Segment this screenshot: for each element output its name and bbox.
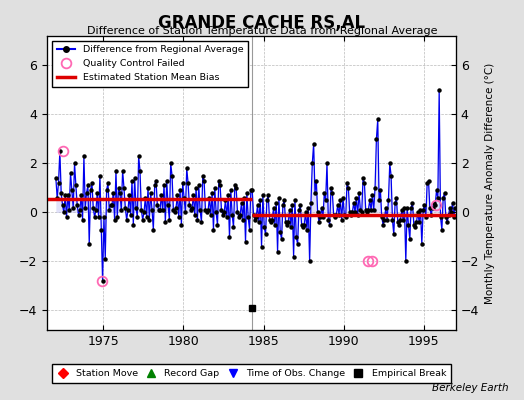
Text: Berkeley Earth: Berkeley Earth [432, 383, 508, 393]
Legend: Station Move, Record Gap, Time of Obs. Change, Empirical Break: Station Move, Record Gap, Time of Obs. C… [52, 364, 451, 383]
Text: Difference of Station Temperature Data from Regional Average: Difference of Station Temperature Data f… [87, 26, 437, 36]
Text: GRANDE CACHE RS,AL: GRANDE CACHE RS,AL [158, 14, 366, 32]
Y-axis label: Monthly Temperature Anomaly Difference (°C): Monthly Temperature Anomaly Difference (… [485, 62, 495, 304]
